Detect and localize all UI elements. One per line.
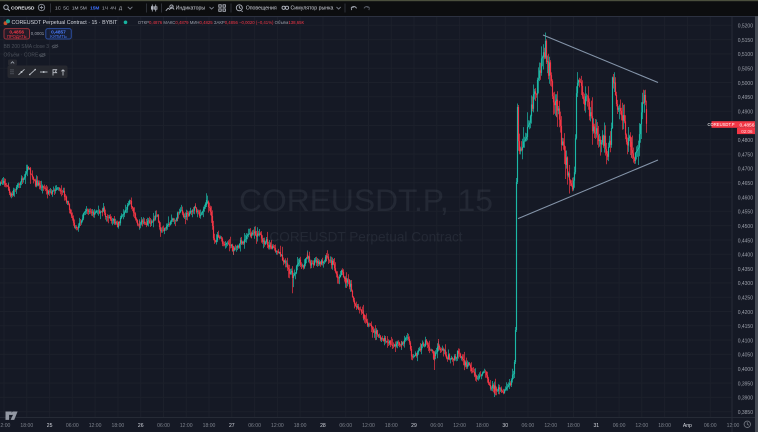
svg-text:15М: 15М [90, 6, 99, 12]
svg-text:06:00: 06:00 [157, 423, 170, 429]
svg-text:0,5050: 0,5050 [738, 67, 754, 73]
svg-text:0,4857: 0,4857 [51, 30, 66, 36]
svg-text:12:00: 12:00 [453, 423, 466, 429]
svg-text:06:00: 06:00 [522, 423, 535, 429]
svg-text:Объём · CORE: Объём · CORE [4, 53, 39, 59]
svg-text:06:00: 06:00 [66, 423, 79, 429]
svg-text:COREUSDT Perpetual Contract: COREUSDT Perpetual Contract [269, 229, 462, 244]
svg-text:02:06: 02:06 [741, 129, 753, 134]
svg-text:12:00: 12:00 [635, 423, 648, 429]
svg-text:12:00: 12:00 [544, 423, 557, 429]
svg-text:1М: 1М [72, 6, 79, 12]
svg-text:0,4200: 0,4200 [738, 310, 754, 316]
svg-text:0,4856: 0,4856 [9, 30, 24, 36]
svg-text:31: 31 [593, 423, 599, 429]
svg-text:COREUSD: COREUSD [11, 6, 35, 11]
svg-text:0,4650: 0,4650 [738, 181, 754, 187]
svg-text:0,4856: 0,4856 [740, 122, 755, 128]
svg-text:0,3950: 0,3950 [738, 381, 754, 387]
svg-text:06:00: 06:00 [430, 423, 443, 429]
svg-text:COREUSDT Perpetual Contract ·: COREUSDT Perpetual Contract · 15 · BYBIT [12, 20, 119, 26]
svg-text:0,4300: 0,4300 [738, 281, 754, 287]
svg-text:27: 27 [229, 423, 235, 429]
svg-text:Индикаторы: Индикаторы [176, 6, 206, 12]
svg-text:0,5000: 0,5000 [738, 81, 754, 87]
svg-text:0,0001: 0,0001 [31, 31, 45, 36]
svg-text:0,4100: 0,4100 [738, 338, 754, 344]
svg-text:COREUSDT.P: COREUSDT.P [708, 122, 735, 127]
svg-text:12:00: 12:00 [362, 423, 375, 429]
svg-text:12:00: 12:00 [271, 423, 284, 429]
svg-text:5М: 5М [80, 6, 87, 12]
svg-text:12:00: 12:00 [0, 423, 11, 429]
svg-text:0,4800: 0,4800 [738, 138, 754, 144]
svg-text:26: 26 [138, 423, 144, 429]
svg-text:1Ч: 1Ч [102, 6, 108, 12]
svg-text:28: 28 [320, 423, 326, 429]
svg-text:0,4550: 0,4550 [738, 210, 754, 216]
svg-text:Апр: Апр [683, 423, 692, 429]
svg-text:18:00: 18:00 [385, 423, 398, 429]
svg-text:0,4450: 0,4450 [738, 238, 754, 244]
svg-text:COREUSDT.P, 15: COREUSDT.P, 15 [239, 182, 493, 218]
svg-text:ПРОДАТЬ: ПРОДАТЬ [7, 34, 27, 39]
svg-text:5С: 5С [63, 6, 70, 12]
svg-text:Д: Д [119, 6, 123, 12]
svg-text:0,4050: 0,4050 [738, 353, 754, 359]
svg-text:06:00: 06:00 [704, 423, 717, 429]
svg-text:0,5200: 0,5200 [738, 24, 754, 30]
svg-text:0,3900: 0,3900 [738, 396, 754, 402]
svg-text:1С: 1С [55, 6, 62, 12]
svg-text:0,4700: 0,4700 [738, 167, 754, 173]
svg-text:06:00: 06:00 [248, 423, 261, 429]
svg-text:0,4250: 0,4250 [738, 296, 754, 302]
svg-text:0,4350: 0,4350 [738, 267, 754, 273]
svg-text:0,4950: 0,4950 [738, 95, 754, 101]
svg-text:ОТКР0,4876 МАКС0,4879 МИН0,482: ОТКР0,4876 МАКС0,4879 МИН0,4825 ЗАКР0,48… [138, 20, 305, 25]
svg-text:Оповещения: Оповещения [246, 6, 277, 12]
svg-text:Симулятор рынка: Симулятор рынка [291, 6, 334, 12]
svg-text:0,4150: 0,4150 [738, 324, 754, 330]
svg-text:18:00: 18:00 [294, 423, 307, 429]
svg-text:18:00: 18:00 [203, 423, 216, 429]
svg-text:0,3850: 0,3850 [738, 410, 754, 416]
svg-text:0,4500: 0,4500 [738, 224, 754, 230]
svg-text:0,4000: 0,4000 [738, 367, 754, 373]
svg-text:0,4900: 0,4900 [738, 110, 754, 116]
svg-text:4Ч: 4Ч [110, 6, 116, 12]
svg-text:18:00: 18:00 [567, 423, 580, 429]
svg-text:18:00: 18:00 [476, 423, 489, 429]
svg-text:КУПИТЬ: КУПИТЬ [50, 34, 67, 39]
svg-text:06:00: 06:00 [339, 423, 352, 429]
svg-text:25: 25 [47, 423, 53, 429]
svg-text:12:00: 12:00 [727, 423, 740, 429]
svg-text:18:00: 18:00 [112, 423, 125, 429]
svg-text:12:00: 12:00 [89, 423, 102, 429]
svg-text:18:00: 18:00 [20, 423, 33, 429]
svg-text:06:00: 06:00 [613, 423, 626, 429]
svg-text:30: 30 [502, 423, 508, 429]
svg-text:29: 29 [411, 423, 417, 429]
svg-text:0,5100: 0,5100 [738, 52, 754, 58]
svg-text:0,4400: 0,4400 [738, 253, 754, 259]
svg-text:0,4750: 0,4750 [738, 152, 754, 158]
svg-text:BB 200 SMA close 3: BB 200 SMA close 3 [4, 44, 50, 50]
svg-text:0,4600: 0,4600 [738, 195, 754, 201]
svg-text:18:00: 18:00 [658, 423, 671, 429]
svg-text:0,5150: 0,5150 [738, 38, 754, 44]
svg-text:12:00: 12:00 [180, 423, 193, 429]
